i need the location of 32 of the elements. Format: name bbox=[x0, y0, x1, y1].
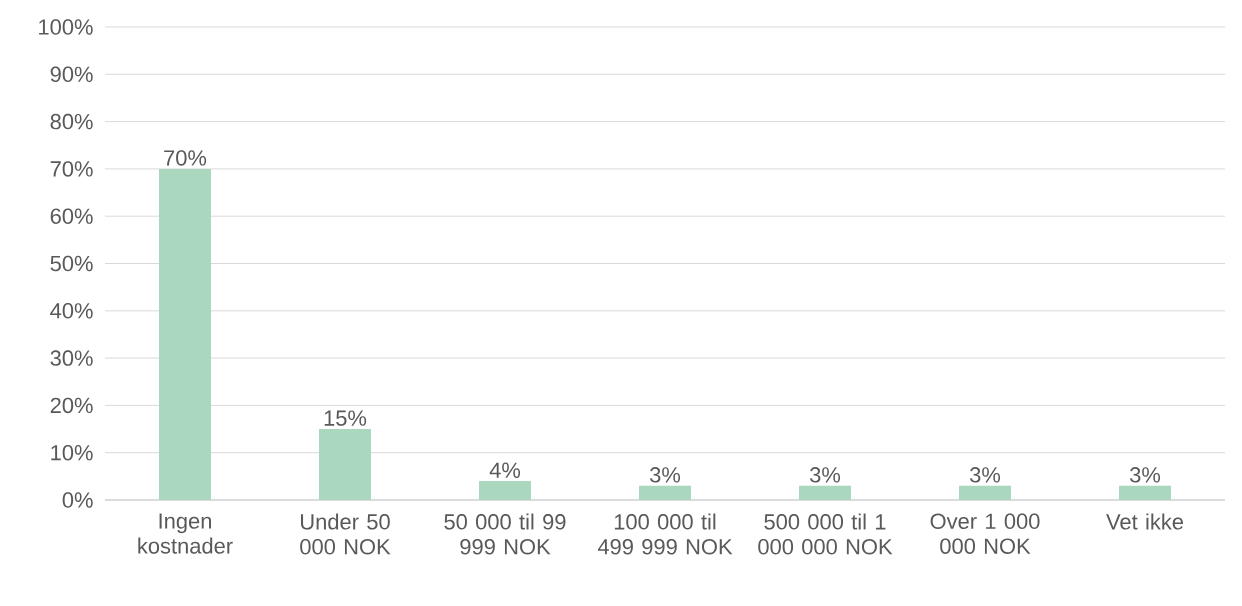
x-tick-label: Ingen kostnader bbox=[138, 513, 233, 554]
bar bbox=[959, 485, 1011, 500]
x-tick-label: Under 50 000 NOK bbox=[300, 513, 391, 555]
x-tick-label: 50 000 til 99 999 NOK bbox=[444, 513, 566, 555]
y-tick-label: 70% bbox=[50, 161, 93, 177]
x-tick-label: Over 1 000 000 NOK bbox=[930, 513, 1040, 554]
y-tick-label: 10% bbox=[51, 444, 93, 461]
y-tick-label: 90% bbox=[50, 66, 93, 83]
y-tick-label: 100% bbox=[39, 19, 93, 35]
y-tick-label: 60% bbox=[50, 208, 93, 224]
data-label: 3% bbox=[969, 467, 1001, 483]
x-tick-label: 100 000 til 499 999 NOK bbox=[597, 513, 733, 555]
y-tick-label: 0% bbox=[62, 492, 93, 508]
data-label: 15% bbox=[324, 410, 367, 426]
y-tick-label: 30% bbox=[50, 350, 93, 366]
data-label: 70% bbox=[164, 150, 207, 166]
y-tick-label: 40% bbox=[50, 303, 93, 319]
bar bbox=[799, 485, 851, 500]
bar bbox=[639, 485, 691, 500]
x-tick-label: Vet ikke bbox=[1106, 513, 1184, 530]
bar bbox=[479, 481, 531, 500]
y-tick-label: 50% bbox=[50, 255, 93, 272]
data-label: 3% bbox=[809, 467, 841, 483]
bar bbox=[1119, 485, 1171, 500]
x-tick-label: 500 000 til 1 000 000 NOK bbox=[758, 513, 893, 555]
data-label: 3% bbox=[1129, 467, 1161, 483]
data-label: 3% bbox=[649, 467, 681, 483]
data-label: 4% bbox=[489, 462, 521, 478]
bar bbox=[159, 168, 211, 500]
bar bbox=[319, 429, 371, 500]
y-tick-label: 20% bbox=[50, 397, 93, 414]
y-tick-label: 80% bbox=[50, 113, 93, 130]
